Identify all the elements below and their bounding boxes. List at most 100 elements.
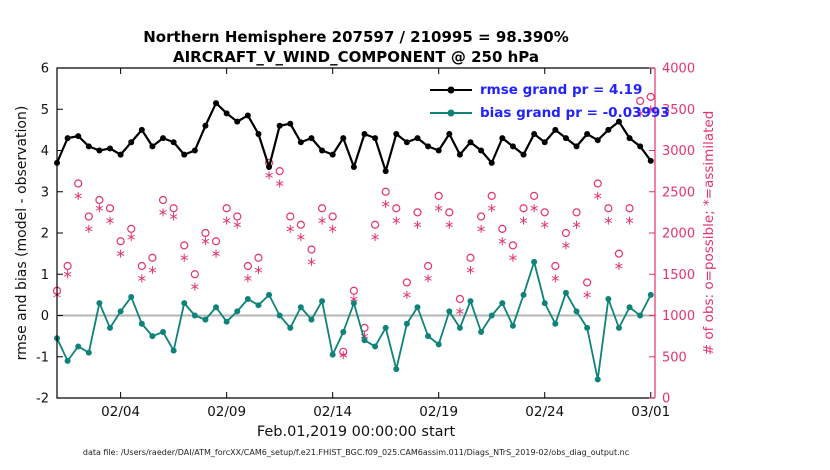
assimilated-obs-point [572,220,581,229]
bias-point [393,366,400,373]
rmse-point [244,112,251,119]
y-tick-label-right: 3000 [662,144,695,159]
bias-point [244,296,251,302]
bias-point [562,289,569,296]
rmse-point [414,135,421,142]
bias-point [181,300,188,307]
y-tick-label-left: 2 [41,227,49,242]
possible-obs-point [604,204,613,213]
rmse-point [637,143,644,150]
chart-title-line1: Northern Hemisphere 207597 / 210995 = 98… [143,28,569,46]
assimilated-obs-point [583,290,591,299]
possible-obs-point [477,212,486,221]
y-tick-label-left: 3 [41,185,49,200]
rmse-point [266,164,273,170]
bias-point [425,333,432,340]
bias-point [509,322,516,329]
assimilated-obs-point [307,257,316,266]
rmse-point [297,139,304,146]
possible-obs-point [169,204,178,213]
bias-point [319,298,326,305]
possible-obs-point [466,253,475,262]
y-tick-label-right: 4000 [662,62,695,77]
bias-point [202,316,209,323]
legend-entry-rmse: rmse grand pr = 4.19 [430,78,670,101]
bias-point [488,312,495,319]
assimilated-obs-point [615,262,623,270]
rmse-point [562,135,569,142]
bias-point [287,324,294,331]
bias-point [350,300,357,307]
possible-obs-point [540,208,549,217]
possible-obs-point [275,167,284,176]
bias-point [382,324,389,331]
possible-obs-point [158,195,168,205]
bias-point [478,329,485,335]
assimilated-obs-point [169,212,178,221]
assimilated-obs-point [509,253,517,262]
y-tick-label-left: -1 [36,350,49,365]
assimilated-obs-point [487,204,496,213]
possible-obs-point [392,204,401,213]
possible-obs-point [593,179,602,188]
legend-dot-bias [447,109,455,116]
y-tick-label-left: 5 [41,103,49,118]
rmse-point [573,143,580,150]
rmse-point [255,131,262,137]
assimilated-obs-point [424,274,432,283]
rmse-point [170,139,177,146]
legend-dot-rmse [447,86,455,93]
rmse-point [615,118,622,125]
assimilated-obs-point [265,171,273,180]
bias-point [329,351,336,358]
bias-point [361,337,368,344]
possible-obs-point [286,212,295,221]
assimilated-obs-point [625,216,634,225]
possible-obs-point [423,261,433,271]
y-tick-label-right: 500 [662,350,687,365]
rmse-point [488,159,495,166]
left-axis-label: rmse and bias (model - observation) [14,105,30,361]
possible-obs-point [127,224,136,233]
bias-point [255,302,262,309]
assimilated-obs-point [551,274,560,283]
possible-obs-point [572,208,581,217]
rmse-point [584,131,591,137]
rmse-point [541,139,548,146]
possible-obs-point [530,191,539,200]
rmse-point [181,151,188,158]
bias-point [160,329,167,335]
possible-obs-point [148,253,157,262]
rmse-point [531,131,538,137]
possible-obs-point [636,96,645,106]
assimilated-obs-point [222,216,231,225]
rmse-point [202,122,209,129]
legend-entry-bias: bias grand pr = -0.03993 [430,101,670,124]
rmse-point [234,118,241,125]
rmse-point [350,164,357,170]
bias-point [446,308,453,315]
assimilated-obs-point [95,204,104,213]
rmse-point [128,139,135,146]
rmse-point [467,139,474,146]
data-file-caption: data file: /Users/raeder/DAI/ATM_forcXX/… [82,448,630,457]
possible-obs-point [583,278,592,287]
bias-point [499,300,506,307]
bias-point [213,304,220,311]
assimilated-obs-point [191,282,199,291]
y-tick-label-left: 4 [41,144,49,159]
rmse-point [372,135,379,142]
possible-obs-point [116,237,125,246]
assimilated-obs-point [593,191,602,200]
rmse-line-sample [430,85,472,95]
bias-point [541,300,548,307]
bias-point [308,316,315,323]
bias-point [191,312,198,319]
assimilated-obs-point [127,233,135,242]
y-tick-label-left: -2 [36,392,49,407]
assimilated-obs-point [636,109,644,118]
bias-line-sample [430,108,472,118]
assimilated-obs-point [297,233,305,242]
right-axis-label: # of obs: o=possible; *=assimilated [701,110,717,356]
